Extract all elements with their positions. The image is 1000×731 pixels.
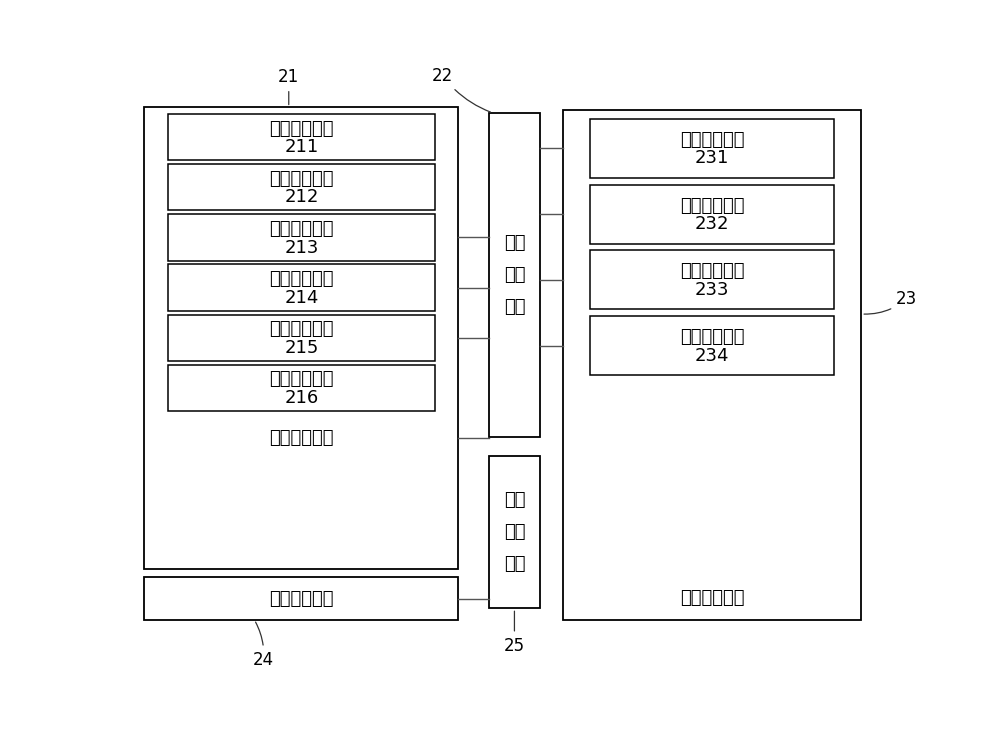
- FancyBboxPatch shape: [168, 314, 435, 360]
- Text: 23: 23: [864, 289, 917, 314]
- Text: 21: 21: [278, 68, 299, 105]
- Text: 215: 215: [284, 338, 318, 357]
- Text: 232: 232: [695, 215, 729, 233]
- Text: 第五计算单元: 第五计算单元: [269, 170, 334, 188]
- Text: 233: 233: [695, 281, 729, 299]
- FancyBboxPatch shape: [489, 456, 540, 608]
- Text: 25: 25: [504, 611, 525, 654]
- Text: 第四计算单元: 第四计算单元: [680, 328, 744, 346]
- Text: 234: 234: [695, 347, 729, 365]
- FancyBboxPatch shape: [144, 577, 458, 620]
- Text: 第一采集单元: 第一采集单元: [269, 120, 334, 138]
- Text: 第二计算模块: 第二计算模块: [680, 589, 744, 607]
- Text: 第三计算单元: 第三计算单元: [680, 262, 744, 281]
- FancyBboxPatch shape: [590, 118, 834, 178]
- FancyBboxPatch shape: [168, 114, 435, 160]
- Text: 第一获取模块: 第一获取模块: [269, 429, 334, 447]
- Text: 22: 22: [432, 67, 491, 112]
- Text: 第四采集单元: 第四采集单元: [269, 371, 334, 388]
- Text: 24: 24: [253, 622, 274, 669]
- Text: 第三采集单元: 第三采集单元: [269, 320, 334, 338]
- Text: 第二获取模块: 第二获取模块: [269, 589, 334, 607]
- FancyBboxPatch shape: [144, 107, 458, 569]
- Text: 216: 216: [284, 389, 318, 407]
- Text: 第二计算单元: 第二计算单元: [680, 197, 744, 215]
- Text: 211: 211: [284, 138, 318, 156]
- FancyBboxPatch shape: [489, 113, 540, 436]
- FancyBboxPatch shape: [168, 164, 435, 211]
- FancyBboxPatch shape: [590, 251, 834, 309]
- Text: 212: 212: [284, 189, 318, 206]
- FancyBboxPatch shape: [590, 184, 834, 243]
- Text: 第六计算单元: 第六计算单元: [269, 270, 334, 288]
- FancyBboxPatch shape: [168, 365, 435, 411]
- Text: 第二采集单元: 第二采集单元: [269, 220, 334, 238]
- FancyBboxPatch shape: [168, 265, 435, 311]
- Text: 231: 231: [695, 149, 729, 167]
- FancyBboxPatch shape: [590, 317, 834, 375]
- Text: 213: 213: [284, 238, 318, 257]
- Text: 第一计算单元: 第一计算单元: [680, 131, 744, 149]
- Text: 第三
计算
模块: 第三 计算 模块: [504, 491, 525, 573]
- FancyBboxPatch shape: [563, 110, 861, 620]
- Text: 第一
计算
模块: 第一 计算 模块: [504, 234, 525, 316]
- Text: 214: 214: [284, 289, 318, 307]
- FancyBboxPatch shape: [168, 214, 435, 260]
